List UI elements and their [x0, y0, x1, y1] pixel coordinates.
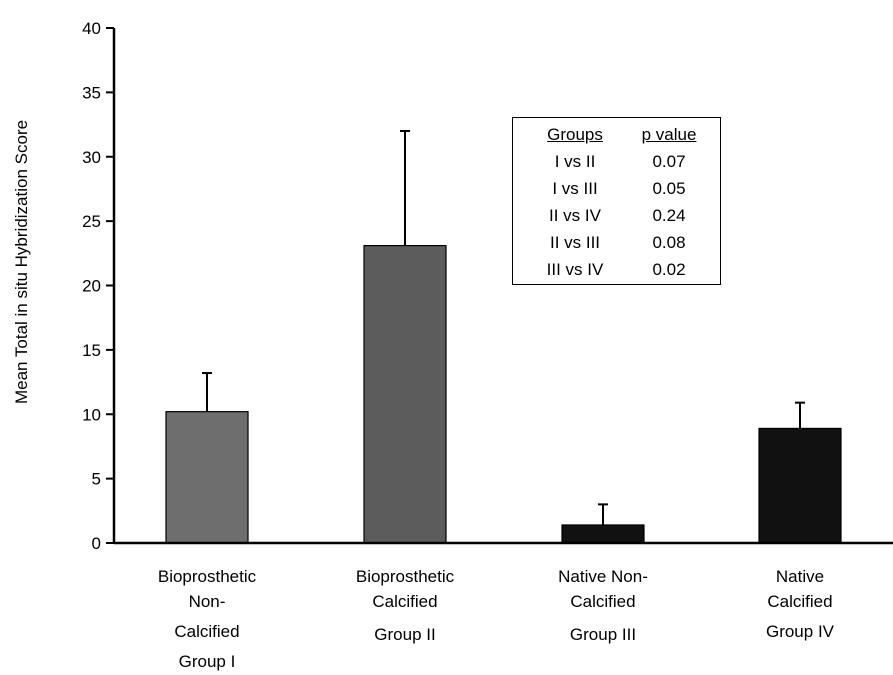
- x-category-label-3-line-1: Native Non-: [558, 567, 648, 586]
- bar-4: [758, 427, 842, 544]
- comparison-p-value: 0.24: [652, 205, 686, 225]
- x-category-label-1-line-1: Bioprosthetic: [158, 567, 257, 586]
- bar-1: [165, 411, 249, 544]
- y-tick-label-30: 30: [82, 148, 101, 167]
- axes-group: [106, 27, 893, 545]
- x-category-label-4-line-2: Calcified: [767, 592, 832, 611]
- x-category-label-3-line-2: Calcified: [570, 592, 635, 611]
- y-tick-label-15: 15: [82, 341, 101, 360]
- comparison-groups: III vs IV: [546, 259, 604, 279]
- p-value-table: Groups p value I vs II 0.07 I vs III 0.05 II…: [512, 117, 721, 285]
- x-category-label-1-line-4: Group I: [179, 652, 236, 671]
- x-category-label-2-line-2: Calcified: [372, 592, 437, 611]
- y-tick-label-20: 20: [82, 277, 101, 296]
- y-tick-label-0: 0: [92, 534, 101, 553]
- comparison-groups: I vs II: [554, 151, 596, 171]
- comparison-groups: II vs III: [549, 232, 601, 252]
- comparison-p-value: 0.08: [652, 232, 686, 252]
- y-tick-label-40: 40: [82, 19, 101, 38]
- p-value-table-header-row: Groups p value: [527, 121, 715, 148]
- bar-3: [561, 524, 645, 544]
- bars-group: [165, 244, 842, 544]
- p-value-row: I vs II 0.07: [527, 148, 715, 175]
- p-value-row: I vs III 0.05: [527, 175, 715, 202]
- y-tick-label-25: 25: [82, 212, 101, 231]
- p-value-table-grid: Groups p value I vs II 0.07 I vs III 0.05 II…: [527, 121, 715, 283]
- groups-header: Groups: [547, 124, 603, 144]
- comparison-p-value: 0.05: [652, 178, 686, 198]
- error-bars-group: [202, 130, 805, 525]
- x-category-label-2-line-1: Bioprosthetic: [356, 567, 455, 586]
- x-category-label-3-line-3: Group III: [570, 625, 636, 644]
- x-category-label-1-line-3: Calcified: [174, 622, 239, 641]
- x-category-label-4-line-3: Group IV: [766, 622, 835, 641]
- x-category-labels: Bioprosthetic Non- Calcified Group I Biopros…: [158, 567, 835, 671]
- p-value-row: III vs IV 0.02: [527, 256, 715, 283]
- p-value-row: II vs IV 0.24: [527, 202, 715, 229]
- y-tick-labels: 0 5 10 15 20 25 30 35 40: [82, 19, 101, 553]
- y-tick-label-10: 10: [82, 405, 101, 424]
- x-category-label-4-line-1: Native: [776, 567, 824, 586]
- comparison-groups: I vs III: [552, 178, 598, 198]
- x-category-label-2-line-3: Group II: [374, 625, 435, 644]
- comparison-p-value: 0.02: [652, 259, 686, 279]
- comparison-groups: II vs IV: [549, 205, 601, 225]
- x-category-label-1-line-2: Non-: [189, 592, 226, 611]
- comparison-p-value: 0.07: [652, 151, 686, 171]
- bar-2: [363, 244, 447, 544]
- y-tick-label-35: 35: [82, 83, 101, 102]
- y-tick-label-5: 5: [92, 470, 101, 489]
- y-axis-label: Mean Total in situ Hybridization Score: [12, 120, 31, 404]
- p-value-row: II vs III 0.08: [527, 229, 715, 256]
- p-value-header: p value: [641, 124, 697, 144]
